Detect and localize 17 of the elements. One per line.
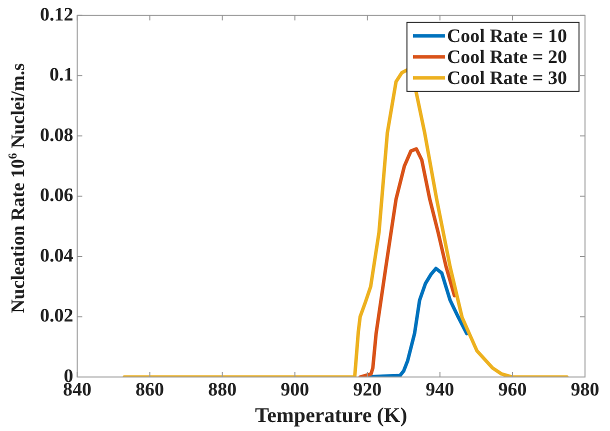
x-tick-label: 880 [208,379,237,400]
x-tick-label: 980 [570,379,600,400]
legend-label: Cool Rate = 10 [446,26,568,47]
x-tick-label: 900 [280,379,310,400]
x-tick-label: 920 [353,379,382,400]
y-tick-label: 0.06 [40,185,74,206]
x-axis-title: Temperature (K) [255,402,408,427]
y-tick-label: 0.02 [40,306,74,327]
y-tick-label: 0.12 [40,4,74,26]
x-tick-label: 940 [426,379,454,400]
x-tick-label: 960 [498,379,527,400]
y-tick-label: 0.1 [50,64,74,86]
y-tick-label: 0.08 [40,124,74,146]
legend-label: Cool Rate = 30 [446,68,568,89]
legend-label: Cool Rate = 20 [446,46,568,68]
x-tick-label: 860 [136,379,164,400]
y-tick-label: 0.04 [40,245,74,266]
